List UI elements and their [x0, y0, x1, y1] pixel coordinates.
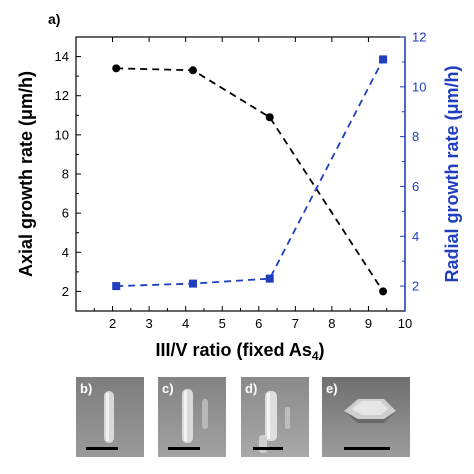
- x-axis-title-subscript: 4: [312, 349, 319, 363]
- y-left-tick-label: 14: [55, 49, 69, 64]
- sem-panel-c: c): [158, 377, 226, 457]
- data-point-right: [188, 279, 197, 288]
- data-point-right: [112, 282, 121, 291]
- data-point-right: [379, 55, 388, 64]
- series-layer: [112, 55, 388, 296]
- x-tick-label: 7: [292, 316, 299, 331]
- x-tick-label: 2: [109, 316, 116, 331]
- sem-label-b: b): [80, 381, 93, 396]
- sem-label-c: c): [162, 381, 174, 396]
- x-axis-title-main: III/V ratio (fixed As: [155, 340, 311, 360]
- sem-panel-e: e): [322, 377, 410, 457]
- axis-ticks: [76, 36, 406, 311]
- y-right-tick-labels: 2 4 6 8 10 12: [412, 30, 426, 294]
- plot-frame: [75, 36, 406, 312]
- x-tick-label: 3: [145, 316, 152, 331]
- sem-panel-d: d): [241, 377, 309, 457]
- y-left-tick-label: 12: [55, 88, 69, 103]
- y-left-tick-labels: 2 4 6 8 10 12 14: [55, 49, 69, 299]
- panel-label-a: a): [48, 11, 60, 27]
- nanowire-image: [344, 399, 396, 423]
- y-right-tick-label: 12: [412, 30, 426, 45]
- series-line-left: [116, 67, 384, 292]
- sem-label-e: e): [326, 381, 338, 396]
- x-axis-title-tail: ): [319, 340, 325, 360]
- y-left-tick-label: 6: [62, 206, 69, 221]
- x-tick-label: 8: [328, 316, 335, 331]
- sem-label-d: d): [245, 381, 258, 396]
- y-left-tick-label: 8: [62, 167, 69, 182]
- nanowire-image: [104, 391, 114, 443]
- y-right-tick-label: 10: [412, 79, 426, 94]
- y-right-axis-title: Radial growth rate (μm/h): [442, 65, 462, 282]
- x-tick-label: 5: [219, 316, 226, 331]
- nanowire-image: [182, 389, 208, 443]
- y-right-tick-label: 4: [412, 229, 419, 244]
- x-tick-labels: 2 3 4 5 6 7 8 9 10: [109, 316, 412, 331]
- x-axis-title: III/V ratio (fixed As4): [155, 340, 324, 363]
- sem-panel-b: b): [76, 377, 144, 457]
- y-right-tick-label: 6: [412, 179, 419, 194]
- y-right-tick-label: 2: [412, 279, 419, 294]
- x-tick-label: 4: [182, 316, 189, 331]
- data-point-right: [265, 274, 274, 283]
- data-point-left: [112, 64, 121, 73]
- y-left-tick-label: 4: [62, 245, 69, 260]
- scale-bar: [86, 447, 118, 450]
- y-left-tick-label: 10: [55, 127, 69, 142]
- x-tick-label: 9: [365, 316, 372, 331]
- data-point-left: [265, 113, 274, 122]
- y-right-tick-label: 8: [412, 129, 419, 144]
- y-left-axis-title: Axial growth rate (μm/h): [16, 71, 36, 277]
- scale-bar: [253, 447, 283, 450]
- series-line-right: [116, 59, 384, 287]
- scale-bar: [344, 447, 390, 450]
- y-left-tick-label: 2: [62, 284, 69, 299]
- x-tick-label: 10: [398, 316, 412, 331]
- data-point-left: [188, 66, 197, 75]
- scale-bar: [168, 447, 200, 450]
- x-tick-label: 6: [255, 316, 262, 331]
- data-point-left: [379, 287, 388, 296]
